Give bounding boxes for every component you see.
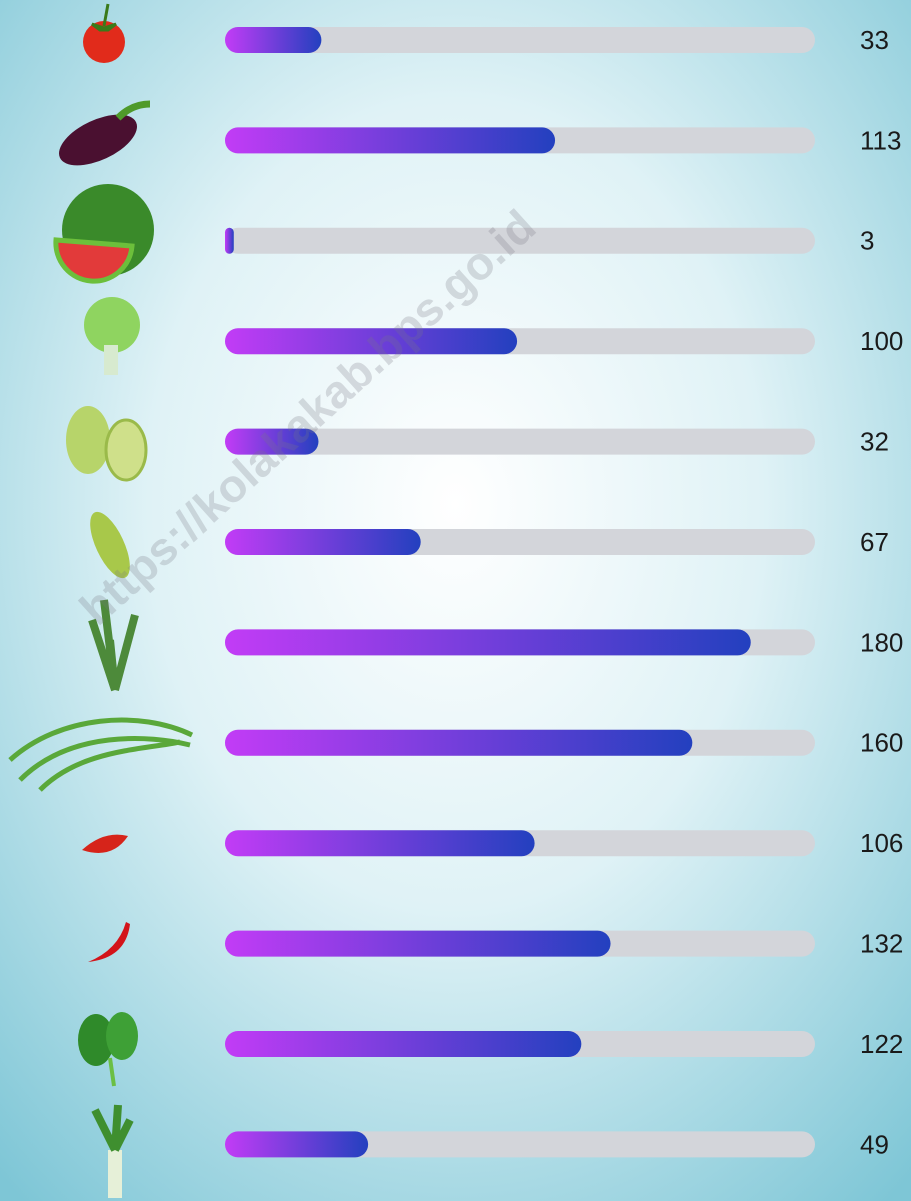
bar (225, 1031, 581, 1057)
bar (225, 629, 751, 655)
bar (225, 228, 234, 254)
value-label: 100 (860, 326, 903, 356)
value-label: 160 (860, 728, 903, 758)
chart: 331133100326718016010613212249 https://k… (0, 0, 911, 1201)
bar (225, 730, 692, 756)
value-label: 33 (860, 25, 889, 55)
value-label: 49 (860, 1129, 889, 1159)
value-label: 3 (860, 226, 874, 256)
bar (225, 830, 535, 856)
bar (225, 27, 321, 53)
value-label: 132 (860, 928, 903, 958)
bar (225, 529, 421, 555)
bar (225, 931, 611, 957)
icon-chayote (66, 406, 110, 474)
icon-chayote-half (106, 420, 146, 480)
icon-spinach-leaf (106, 1012, 138, 1060)
icon-lettuce (84, 297, 140, 353)
icon-stalk (104, 345, 118, 375)
value-label: 180 (860, 627, 903, 657)
value-label: 67 (860, 527, 889, 557)
value-label: 32 (860, 426, 889, 456)
bar (225, 127, 555, 153)
value-label: 106 (860, 828, 903, 858)
icon-leek (108, 1150, 122, 1198)
value-label: 113 (860, 125, 901, 155)
page: 331133100326718016010613212249 https://k… (0, 0, 911, 1201)
bar (225, 1131, 368, 1157)
value-label: 122 (860, 1029, 903, 1059)
